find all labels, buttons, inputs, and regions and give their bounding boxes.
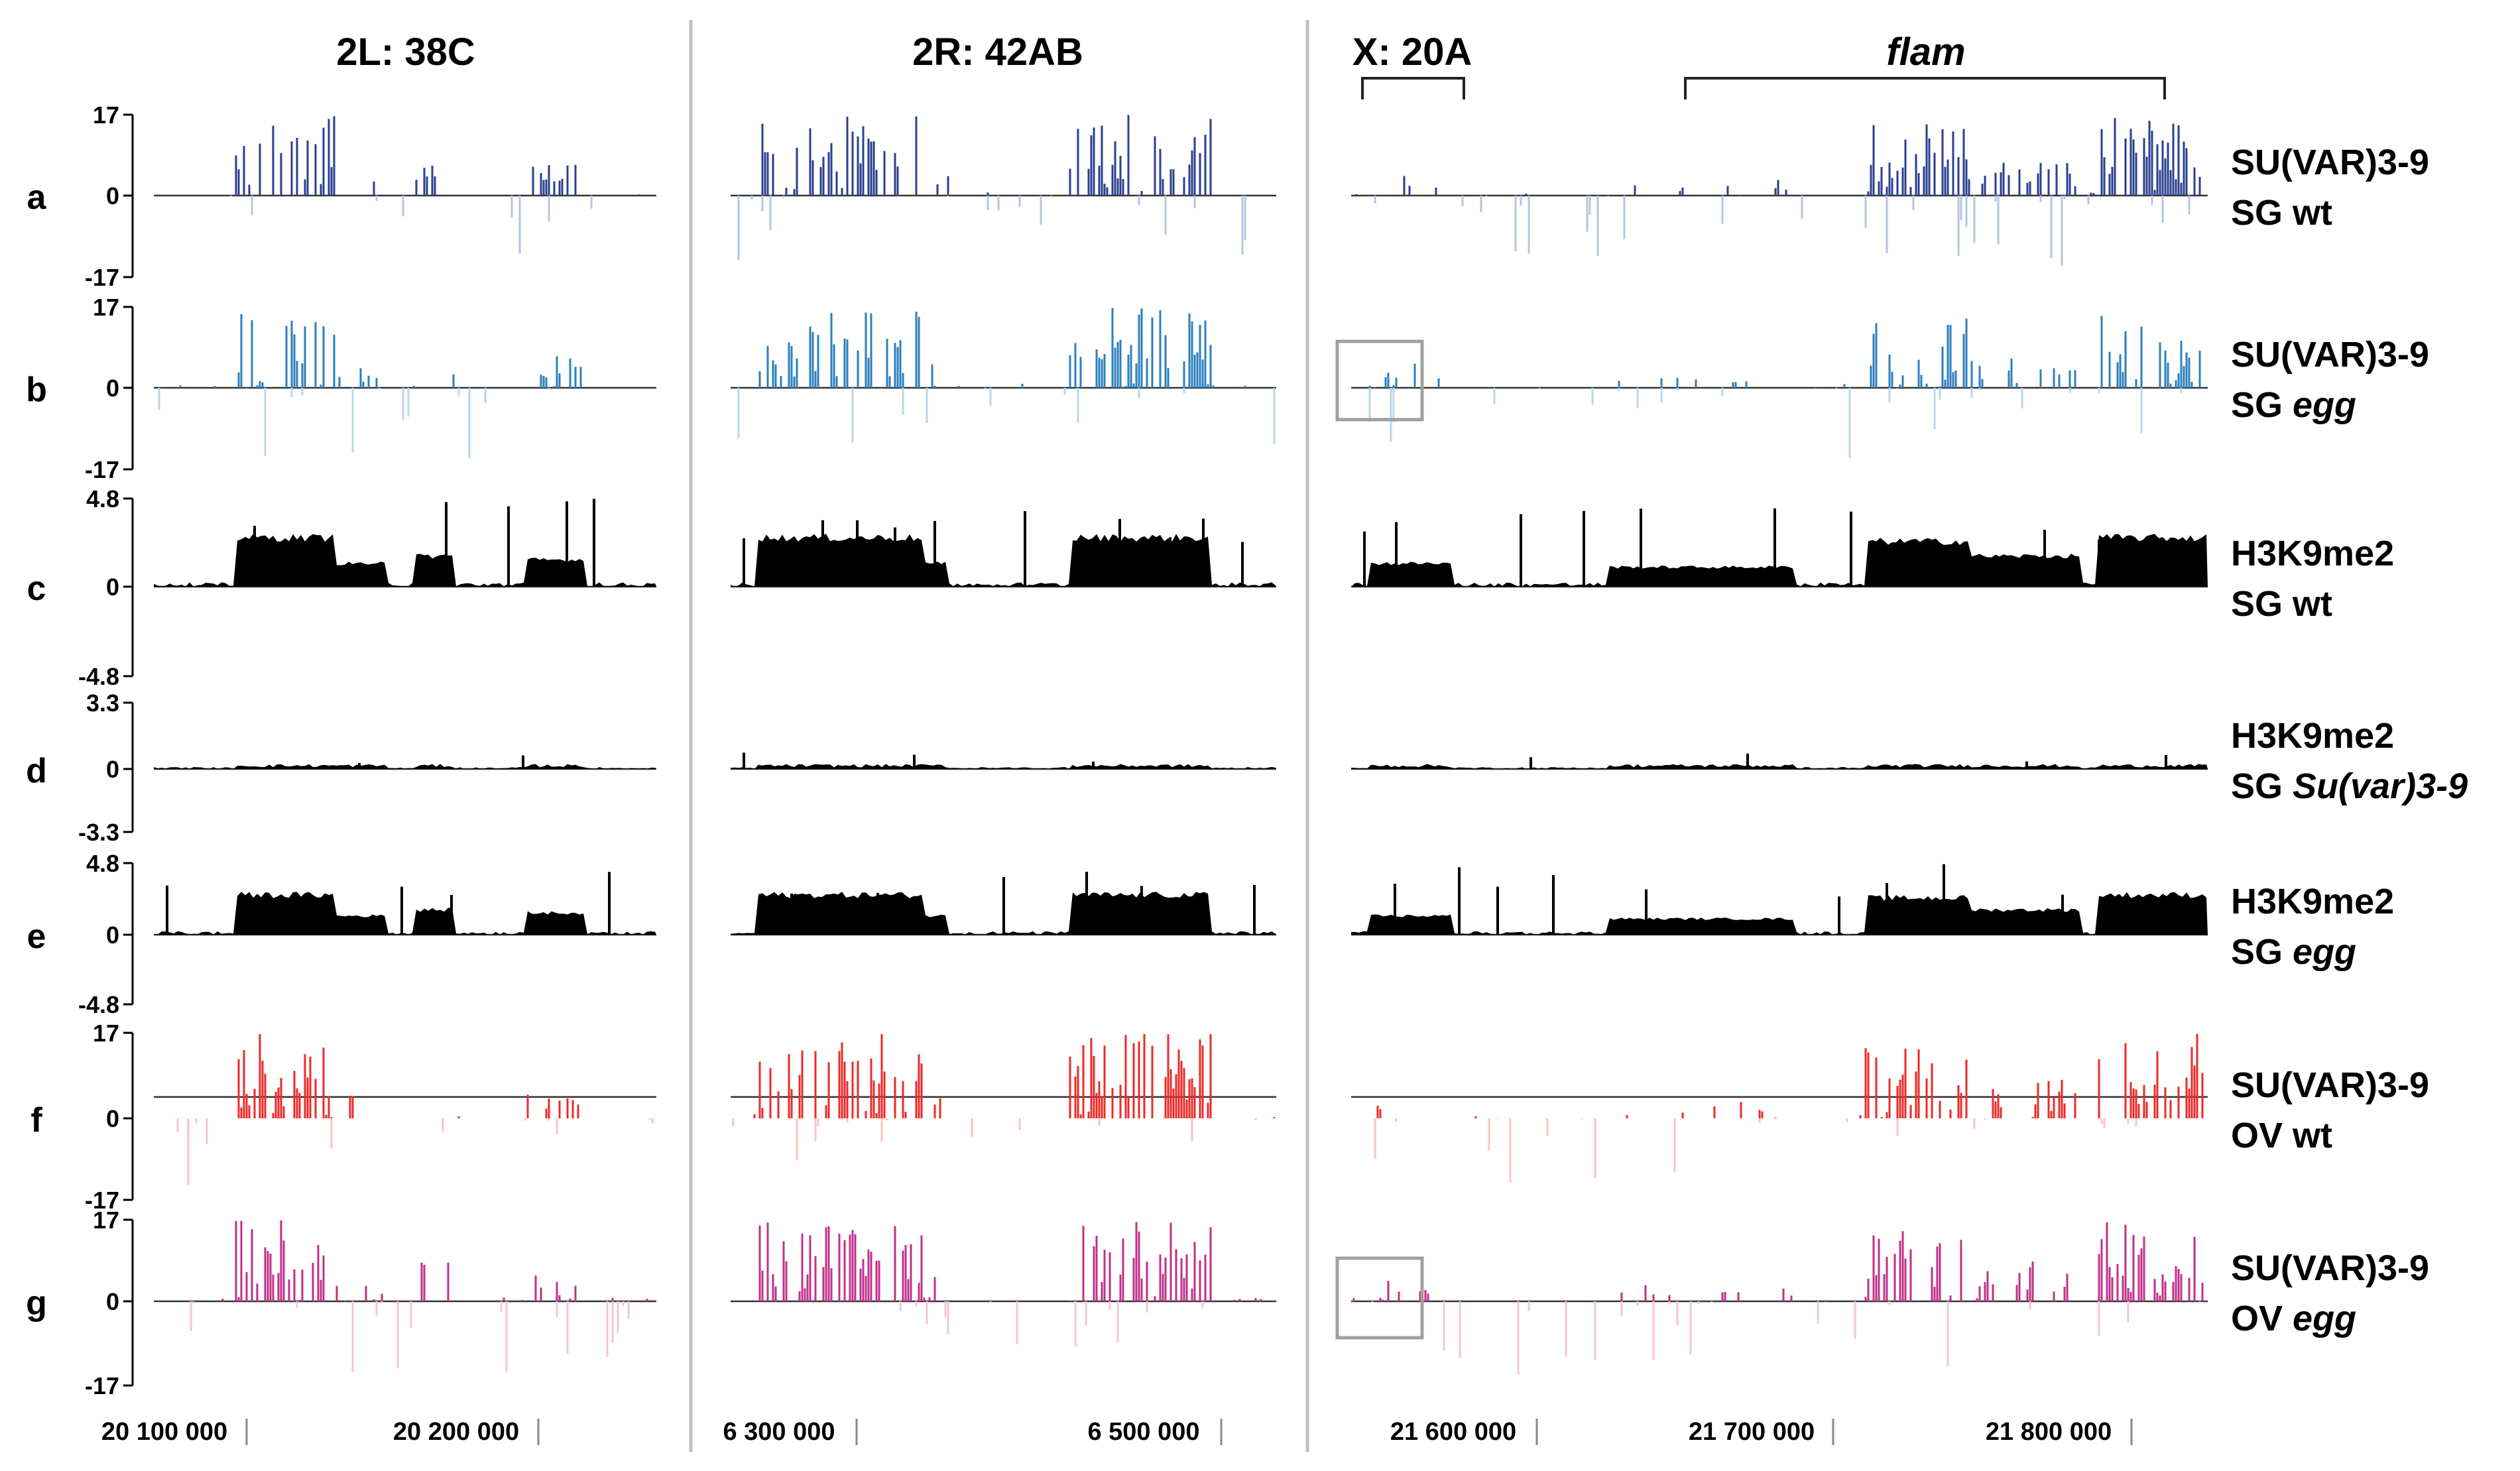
- y-tick-label: -3.3: [78, 819, 119, 846]
- signal-profile: [154, 764, 656, 769]
- y-tick-label: -4.8: [78, 663, 119, 690]
- row-letter-a: a: [27, 178, 47, 217]
- y-tick-label: 17: [93, 294, 119, 321]
- y-tick-label: 0: [106, 375, 119, 402]
- signal-profile: [1351, 892, 2208, 935]
- bracket-label-flam: flam: [1886, 30, 1965, 74]
- track-sublabel-d: SG Su(var)3-9: [2231, 766, 2468, 806]
- track-sublabel-e: SG egg: [2231, 932, 2356, 972]
- panel-title-2R: 2R: 42AB: [912, 30, 1083, 74]
- signal-profile: [731, 534, 1276, 587]
- bracket-flam: [1684, 77, 2166, 99]
- y-tick-label: 0: [106, 573, 119, 601]
- x-tick-label: 6 500 000: [1087, 1418, 1199, 1446]
- y-tick-label: 0: [106, 1105, 119, 1132]
- track-f: f 17 0 -17 SU(VAR)3-9 OV wt: [30, 1020, 2429, 1214]
- row-letter-b: b: [26, 371, 47, 409]
- track-label-c: H3K9me2: [2231, 534, 2394, 573]
- signal-profile: [731, 764, 1276, 769]
- track-label-a: SU(VAR)3-9: [2231, 143, 2429, 182]
- panel-title-X: X: 20A: [1352, 30, 1472, 74]
- y-tick-label: -4.8: [78, 991, 119, 1018]
- highlight-box-g: [1335, 1256, 1424, 1340]
- x-tick-label: 21 800 000: [1986, 1418, 2112, 1446]
- x-tick-label: 20 100 000: [101, 1418, 227, 1446]
- track-e: e 4.8 0 -4.8 H3K9me2 SG egg: [27, 850, 2395, 1018]
- bracket-20A: [1361, 77, 1465, 99]
- track-label-b: SU(VAR)3-9: [2231, 335, 2429, 375]
- x-tick-label: 20 200 000: [393, 1418, 519, 1446]
- panel-title-2L: 2L: 38C: [336, 30, 475, 74]
- track-b: b 17 0 -17 SU(VAR)3-9 SG egg: [26, 294, 2429, 483]
- y-tick-label: 4.8: [86, 485, 119, 512]
- track-a: a 17 0 -17 SU(VAR)3-9 SG wt: [27, 101, 2429, 291]
- track-g: g 17 0 -17 SU(VAR)3-9 OV egg: [26, 1206, 2429, 1399]
- track-sublabel-c: SG wt: [2231, 584, 2332, 624]
- y-tick-label: 0: [106, 1288, 119, 1315]
- row-letter-g: g: [26, 1284, 47, 1323]
- row-letter-c: c: [27, 569, 46, 608]
- track-sublabel-b: SG egg: [2231, 385, 2356, 425]
- signal-profile: [731, 892, 1276, 935]
- x-tick-label: 21 700 000: [1689, 1418, 1815, 1446]
- row-letter-f: f: [30, 1101, 42, 1140]
- y-tick-label: 0: [106, 921, 119, 949]
- y-tick-label: 0: [106, 756, 119, 783]
- y-tick-label: -17: [85, 456, 119, 483]
- track-sublabel-a: SG wt: [2231, 193, 2332, 233]
- track-label-e: H3K9me2: [2231, 882, 2394, 921]
- highlight-box-b: [1335, 339, 1424, 422]
- track-sublabel-f: OV wt: [2231, 1116, 2332, 1155]
- signal-profile: [154, 534, 656, 587]
- y-tick-label: -17: [85, 264, 119, 291]
- y-tick-label: 17: [93, 101, 119, 129]
- y-tick-label: -17: [85, 1187, 119, 1214]
- signal-profile: [154, 892, 656, 935]
- x-tick-label: 6 300 000: [723, 1418, 835, 1446]
- x-tick-label: 21 600 000: [1390, 1418, 1516, 1446]
- y-tick-label: 0: [106, 182, 119, 209]
- track-d: d 3.3 0 -3.3 H3K9me2 SG Su(var)3-9: [26, 689, 2468, 846]
- y-tick-label: 3.3: [86, 689, 119, 717]
- y-tick-label: 17: [93, 1206, 119, 1234]
- y-tick-label: 17: [93, 1020, 119, 1047]
- y-tick-label: -17: [85, 1372, 119, 1399]
- y-tick-label: 4.8: [86, 850, 119, 877]
- track-label-d: H3K9me2: [2231, 716, 2394, 756]
- row-letter-d: d: [26, 752, 47, 790]
- signal-profile: [1351, 764, 2208, 769]
- signal-profile: [1351, 534, 2208, 587]
- tracks-layer: a 17 0 -17 SU(VAR)3-9 SG wt b 17 0 -17 SU(VAR)3-9 S…: [26, 101, 2468, 1399]
- track-label-g: SU(VAR)3-9: [2231, 1248, 2429, 1288]
- track-sublabel-g: OV egg: [2231, 1299, 2356, 1338]
- row-letter-e: e: [27, 917, 46, 956]
- track-c: c 4.8 0 -4.8 H3K9me2 SG wt: [27, 485, 2395, 690]
- track-label-f: SU(VAR)3-9: [2231, 1065, 2429, 1105]
